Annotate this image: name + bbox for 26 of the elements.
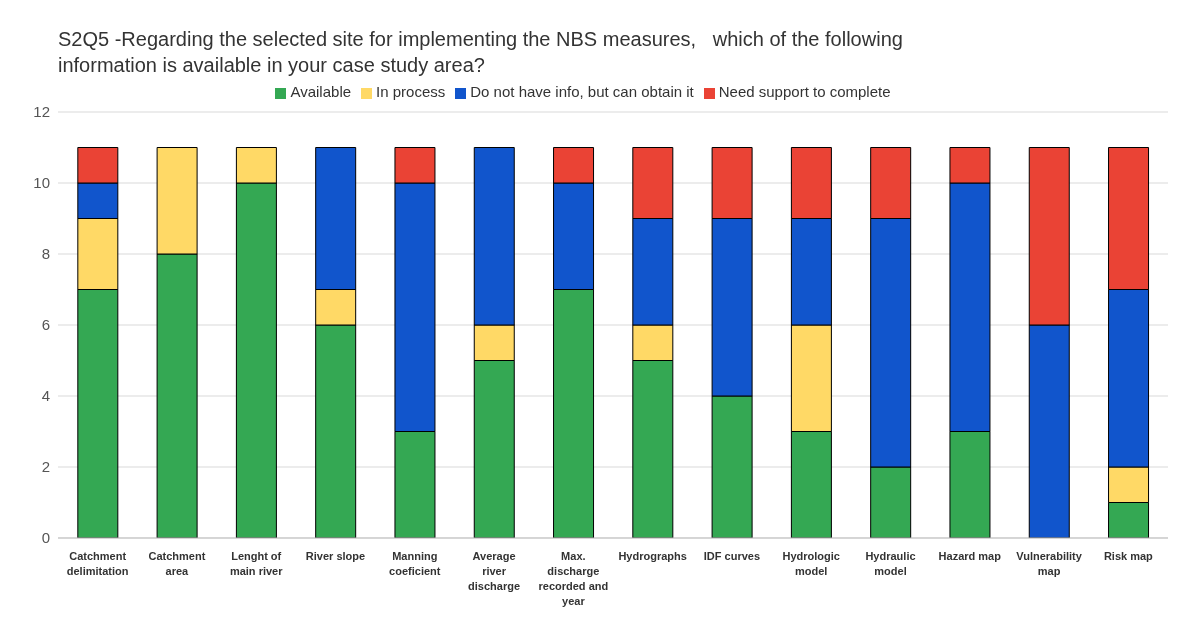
x-tick-label: River slope — [305, 550, 366, 562]
y-tick-label: 4 — [41, 387, 50, 405]
x-tick-label: Catchment area — [148, 550, 206, 577]
chart-title: S2Q5 -Regarding the selected site for implementing the NBS measures, which of the following information is available in your case study area? — [57, 27, 904, 78]
legend-label: In process — [376, 83, 446, 100]
x-tick-label: Lenght of main river — [229, 550, 284, 577]
x-tick-label: Vulnerability map — [1016, 550, 1083, 577]
x-tick-label: Hydraulic model — [865, 550, 916, 577]
y-tick-label: 0 — [41, 529, 50, 547]
y-tick-label: 8 — [41, 245, 50, 263]
legend-label: Do not have info, but can obtain it — [470, 83, 694, 100]
x-tick-label: Risk map — [1103, 550, 1154, 562]
x-tick-label: Hydrographs — [618, 550, 687, 562]
y-tick-label: 6 — [41, 316, 50, 334]
y-tick-label: 12 — [33, 103, 50, 121]
legend-label: Need support to complete — [718, 83, 891, 100]
x-tick-label: Hazard map — [938, 550, 1002, 562]
x-tick-label: Hydrologic model — [782, 550, 840, 577]
y-tick-label: 10 — [33, 174, 50, 192]
y-tick-label: 2 — [41, 458, 50, 476]
x-tick-label: Manning coeficient — [389, 550, 441, 577]
x-tick-label: Max. discharge recorded and year — [538, 550, 609, 607]
x-tick-label: Catchment delimitation — [66, 550, 129, 577]
legend-label: Available — [290, 83, 352, 100]
x-tick-label: IDF curves — [703, 550, 761, 562]
x-tick-label: Average river discharge — [468, 550, 521, 592]
